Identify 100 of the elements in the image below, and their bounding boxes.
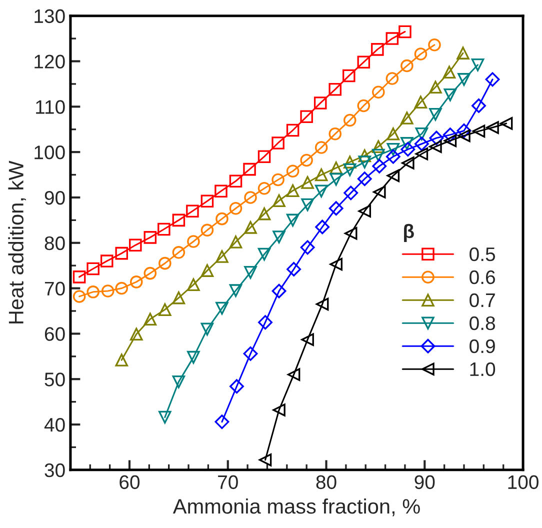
y-tick-label: 110: [36, 100, 65, 114]
point: [415, 128, 428, 140]
point: [172, 214, 186, 227]
x-tick-label: 70: [218, 475, 238, 490]
point: [186, 204, 199, 218]
y-tick-label: 120: [34, 54, 65, 68]
point: [357, 56, 370, 69]
point: [429, 130, 444, 146]
point: [115, 354, 128, 366]
point: [429, 140, 442, 154]
point: [357, 172, 372, 186]
point: [214, 184, 228, 198]
point: [372, 86, 385, 99]
point: [144, 231, 157, 244]
x-tick-label: 60: [120, 475, 140, 490]
point: [342, 69, 356, 82]
point: [400, 59, 414, 72]
point: [286, 214, 300, 227]
point: [229, 236, 242, 248]
point: [229, 202, 242, 215]
point: [429, 108, 442, 121]
point: [272, 194, 286, 208]
point: [243, 162, 256, 176]
point: [258, 207, 271, 220]
point: [172, 246, 186, 259]
point: [500, 117, 513, 130]
point: [158, 222, 170, 236]
point: [301, 198, 314, 212]
point: [344, 226, 358, 240]
point: [229, 284, 242, 297]
legend-label: 0.5: [470, 247, 496, 262]
point: [86, 286, 100, 298]
point: [72, 290, 86, 303]
point: [472, 124, 486, 138]
point: [414, 48, 428, 60]
point: [130, 328, 143, 341]
y-tick-label: 90: [44, 190, 65, 205]
point: [314, 96, 327, 110]
point: [330, 162, 342, 174]
point: [386, 169, 400, 182]
point: [258, 315, 272, 330]
x-axis-title: Ammonia mass fraction, %: [172, 498, 420, 516]
point: [343, 163, 356, 176]
legend-label: 0.8: [470, 316, 495, 330]
y-tick-label: 30: [44, 463, 65, 478]
point: [172, 375, 186, 388]
point: [314, 141, 328, 154]
point: [130, 276, 143, 288]
point: [200, 264, 214, 277]
point: [373, 186, 386, 198]
point: [400, 112, 414, 124]
point: [230, 379, 244, 394]
point: [315, 220, 330, 234]
point: [258, 182, 271, 195]
y-tick-label: 100: [34, 146, 65, 160]
legend-label: 0.7: [470, 293, 495, 308]
point: [372, 140, 385, 154]
point: [343, 114, 356, 127]
point: [386, 32, 399, 45]
point: [344, 186, 358, 200]
point: [343, 156, 356, 168]
point: [129, 238, 142, 252]
point: [357, 99, 370, 112]
point: [244, 191, 257, 204]
point: [456, 46, 470, 60]
point: [415, 147, 428, 160]
point: [272, 173, 284, 186]
y-tick-label: 130: [34, 9, 65, 24]
point: [172, 291, 186, 304]
point: [286, 124, 300, 137]
legend-title: β: [404, 224, 414, 242]
y-axis-title: Heat addition, kW: [8, 160, 26, 324]
point: [444, 134, 457, 148]
point: [101, 284, 114, 298]
y-tick-label: 40: [44, 418, 65, 432]
point: [443, 128, 458, 142]
point: [458, 129, 470, 142]
point: [216, 250, 228, 263]
point: [187, 278, 200, 292]
legend-label: 1.0: [470, 362, 496, 376]
point: [158, 256, 172, 270]
point: [286, 164, 300, 178]
point: [216, 302, 228, 315]
point: [144, 266, 157, 280]
point: [272, 284, 286, 298]
point: [244, 266, 257, 279]
point: [229, 174, 242, 188]
point: [386, 142, 400, 156]
point: [258, 150, 271, 163]
legend-label: 0.9: [470, 339, 495, 354]
point: [86, 262, 100, 276]
point: [330, 258, 342, 271]
legend-label: 0.6: [470, 270, 495, 284]
point: [386, 128, 400, 140]
point: [371, 43, 384, 56]
point: [300, 110, 313, 124]
point: [472, 98, 486, 113]
point: [316, 298, 329, 311]
point: [400, 142, 416, 157]
point: [200, 224, 214, 237]
